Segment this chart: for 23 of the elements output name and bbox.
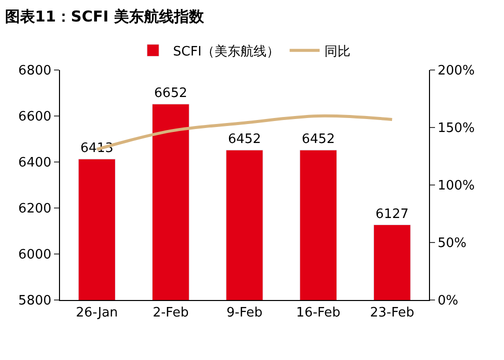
x-tick-label: 2-Feb xyxy=(152,306,189,321)
data-label: 6652 xyxy=(154,86,188,102)
y2-tick-label: 200% xyxy=(438,64,475,79)
x-tick-label: 23-Feb xyxy=(370,306,414,321)
data-label: 6452 xyxy=(228,132,262,148)
x-tick-label: 9-Feb xyxy=(226,306,262,321)
chart-title: 图表11：SCFI 美东航线指数 xyxy=(5,7,205,26)
y2-tick-label: 50% xyxy=(438,236,467,252)
y-tick-label: 6400 xyxy=(18,156,52,171)
data-label: 6452 xyxy=(302,132,335,148)
y2-tick-label: 150% xyxy=(438,121,475,136)
data-label: 6127 xyxy=(376,206,409,222)
y-tick-label: 6000 xyxy=(18,248,52,263)
y-tick-label: 6200 xyxy=(18,202,52,217)
legend-label: SCFI（美东航线） xyxy=(173,43,280,60)
y2-tick-label: 0% xyxy=(438,294,458,309)
y2-tick-label: 100% xyxy=(438,178,475,194)
y-tick-label: 6600 xyxy=(18,110,52,125)
y-tick-label: 5800 xyxy=(18,294,52,309)
legend-label: 同比 xyxy=(324,44,351,60)
x-tick-label: 16-Feb xyxy=(296,306,340,321)
x-tick-label: 26-Jan xyxy=(76,306,118,321)
y-tick-label: 6800 xyxy=(18,64,52,79)
